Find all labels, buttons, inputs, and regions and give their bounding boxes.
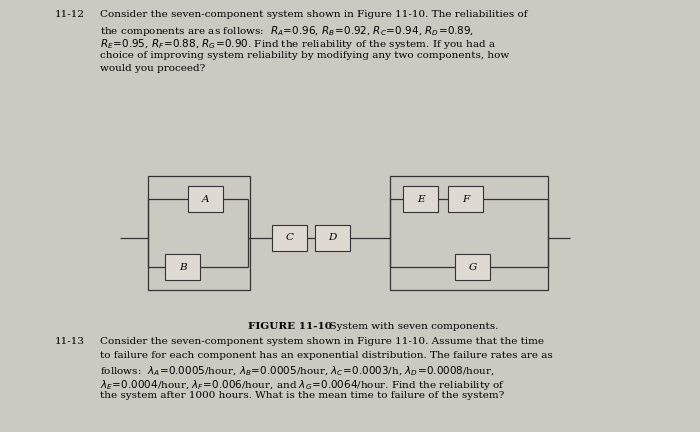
Text: G: G xyxy=(468,263,477,271)
Text: C: C xyxy=(286,234,293,242)
Text: $\lambda_E\!=\!0.0004$/hour, $\lambda_F\!=\!0.006$/hour, and $\lambda_G\!=\!0.00: $\lambda_E\!=\!0.0004$/hour, $\lambda_F\… xyxy=(100,378,505,391)
Text: Consider the seven-component system shown in Figure 11-10. Assume that the time: Consider the seven-component system show… xyxy=(100,337,544,346)
Text: FIGURE 11-10: FIGURE 11-10 xyxy=(248,322,332,331)
Text: would you proceed?: would you proceed? xyxy=(100,64,205,73)
Bar xyxy=(390,176,548,290)
Bar xyxy=(315,225,350,251)
Text: E: E xyxy=(416,194,424,203)
Text: 11-13: 11-13 xyxy=(55,337,85,346)
Text: F: F xyxy=(462,194,469,203)
Bar xyxy=(403,186,438,212)
Bar xyxy=(188,186,223,212)
Text: A: A xyxy=(202,194,209,203)
Text: System with seven components.: System with seven components. xyxy=(323,322,498,331)
Text: choice of improving system reliability by modifying any two components, how: choice of improving system reliability b… xyxy=(100,51,510,60)
Bar xyxy=(455,254,490,280)
Text: Consider the seven-component system shown in Figure 11-10. The reliabilities of: Consider the seven-component system show… xyxy=(100,10,528,19)
Text: to failure for each component has an exponential distribution. The failure rates: to failure for each component has an exp… xyxy=(100,350,553,359)
Bar xyxy=(272,225,307,251)
Text: D: D xyxy=(328,234,337,242)
Text: the system after 1000 hours. What is the mean time to failure of the system?: the system after 1000 hours. What is the… xyxy=(100,391,504,400)
Text: follows:  $\lambda_A\!=\!0.0005$/hour, $\lambda_B\!=\!0.0005$/hour, $\lambda_C\!: follows: $\lambda_A\!=\!0.0005$/hour, $\… xyxy=(100,364,495,378)
Text: $R_E\!=\!0.95$, $R_F\!=\!0.88$, $R_G\!=\!0.90$. Find the reliability of the syst: $R_E\!=\!0.95$, $R_F\!=\!0.88$, $R_G\!=\… xyxy=(100,37,496,51)
Bar xyxy=(148,176,250,290)
Text: 11-12: 11-12 xyxy=(55,10,85,19)
Bar xyxy=(165,254,200,280)
Bar xyxy=(448,186,483,212)
Text: B: B xyxy=(178,263,186,271)
Text: the components are as follows:  $R_A\!=\!0.96$, $R_B\!=\!0.92$, $R_C\!=\!0.94$, : the components are as follows: $R_A\!=\!… xyxy=(100,23,474,38)
